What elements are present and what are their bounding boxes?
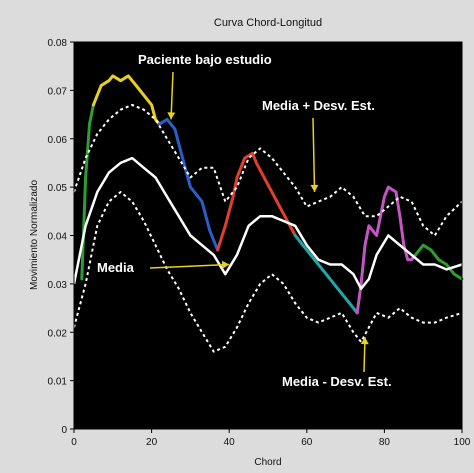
y-tick-label: 0.08 <box>48 38 68 49</box>
y-tick-label: 0.02 <box>48 328 68 339</box>
annotation-arrowhead <box>167 112 176 120</box>
annotation-layer: Paciente bajo estudio Media + Desv. Est. M… <box>97 52 392 389</box>
y-tick-label: 0.03 <box>48 280 68 291</box>
x-axis: 0 20 40 60 80 100 <box>71 429 471 448</box>
annotation-label: Paciente bajo estudio <box>138 52 272 67</box>
y-tick-label: 0.04 <box>48 232 68 243</box>
annotation-label: Media <box>97 260 135 275</box>
annotation-arrow <box>149 263 230 269</box>
annotation-arrow <box>312 117 316 192</box>
patient-series-segment <box>80 103 95 281</box>
y-tick-label: 0.01 <box>48 377 68 388</box>
annotation-label: Media - Desv. Est. <box>282 374 392 389</box>
y-axis: 0 0.01 0.02 0.03 0.04 0.05 0.06 0.07 0.08 <box>48 38 74 436</box>
chart-title: Curva Chord-Longitud <box>214 17 322 29</box>
patient-series-segment <box>216 151 297 252</box>
x-tick-label: 20 <box>146 437 158 448</box>
std-band-line <box>73 191 463 353</box>
annotation-arrowhead <box>360 337 369 345</box>
patient-series-segment <box>413 243 464 281</box>
annotation-label: Media + Desv. Est. <box>262 98 375 113</box>
annotation-arrowhead <box>310 184 319 192</box>
series-layer <box>72 74 464 353</box>
y-tick-label: 0.05 <box>48 183 68 194</box>
plot-content: Paciente bajo estudio Media + Desv. Est. M… <box>72 52 464 389</box>
annotation-arrowhead <box>222 260 230 269</box>
y-tick-label: 0.06 <box>48 135 68 146</box>
x-tick-label: 60 <box>301 437 313 448</box>
patient-series-segment <box>293 234 359 315</box>
mean-line <box>72 156 463 290</box>
x-tick-label: 80 <box>379 437 391 448</box>
patient-series-segment <box>157 117 220 252</box>
y-tick-label: 0.07 <box>48 86 68 97</box>
std-band-line <box>73 103 463 237</box>
x-tick-label: 100 <box>454 437 471 448</box>
x-tick-label: 40 <box>224 437 236 448</box>
patient-series-segment <box>91 74 161 126</box>
y-tick-label: 0 <box>61 425 67 436</box>
x-tick-label: 0 <box>71 437 77 448</box>
y-axis-label: Movimiento Normalizado <box>29 180 40 290</box>
x-axis-label: Chord <box>254 457 281 468</box>
annotation-arrow <box>170 71 174 120</box>
patient-series-segment <box>355 185 417 315</box>
